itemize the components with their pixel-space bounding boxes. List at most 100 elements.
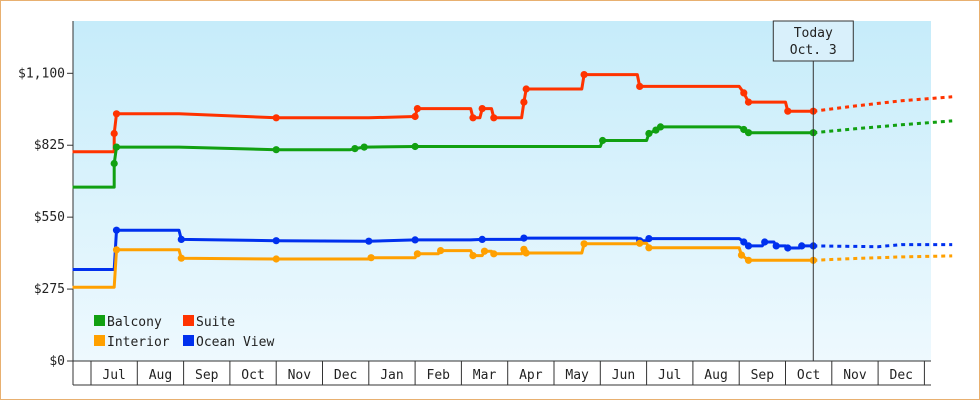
data-point: [744, 242, 753, 250]
data-point: [365, 237, 373, 245]
data-point: [636, 239, 644, 247]
series-balcony: [72, 119, 953, 189]
data-point: [490, 250, 498, 258]
today-box: [772, 20, 854, 62]
month-label: Oct: [241, 368, 264, 383]
series-suite: [72, 71, 953, 154]
data-point: [360, 143, 368, 151]
data-point: [520, 234, 528, 242]
data-point: [110, 129, 118, 138]
data-point: [110, 159, 118, 168]
data-point: [351, 145, 359, 153]
month-label: Apr: [519, 368, 543, 383]
data-point: [645, 235, 653, 243]
data-point: [522, 249, 530, 257]
legend-label: Suite: [196, 315, 235, 330]
data-point: [272, 255, 280, 263]
data-point: [636, 82, 644, 90]
data-point: [272, 146, 280, 154]
data-point: [272, 114, 280, 122]
legend-item: Balcony: [94, 315, 162, 330]
data-point: [737, 251, 746, 259]
series-forecast-line: [813, 119, 953, 135]
month-label: Jul: [102, 368, 125, 383]
data-point: [645, 129, 653, 138]
data-point: [599, 136, 607, 145]
y-tick-label: $0: [49, 354, 65, 369]
data-point: [437, 247, 445, 255]
data-point: [740, 89, 748, 97]
data-point: [798, 242, 806, 250]
month-label: Jun: [612, 368, 635, 383]
data-point: [177, 254, 185, 262]
data-point: [580, 240, 588, 248]
month-label: Dec: [334, 368, 357, 383]
month-label: May: [565, 368, 589, 383]
y-tick-label: $275: [34, 282, 65, 297]
legend-item: Interior: [94, 335, 170, 350]
data-point: [112, 246, 121, 254]
month-label: Jul: [658, 368, 681, 383]
data-point: [367, 254, 375, 262]
month-label: Sep: [751, 368, 775, 383]
data-point: [272, 237, 280, 245]
today-label: Today: [794, 26, 833, 41]
data-point: [411, 112, 419, 121]
data-point: [645, 244, 653, 252]
y-tick-label: $550: [34, 210, 65, 225]
legend-item: Ocean View: [183, 335, 274, 350]
series-layer: [72, 71, 953, 289]
data-point: [522, 85, 530, 93]
legend-label: Interior: [107, 335, 170, 350]
month-label: Aug: [149, 368, 172, 383]
month-label: Feb: [427, 368, 451, 383]
data-point: [413, 105, 421, 113]
y-tick-label: $825: [34, 138, 65, 153]
month-label: Aug: [704, 368, 727, 383]
data-point: [744, 98, 753, 106]
today-date: Oct. 3: [790, 43, 837, 58]
data-point: [656, 123, 665, 131]
axes: $0 $275 $550 $825 $1,100 Jul Aug Sep Oct Nov Dec Ja…: [18, 21, 931, 386]
legend-swatch: [183, 335, 194, 346]
data-point: [520, 98, 528, 106]
month-label: Nov: [843, 368, 867, 383]
legend-swatch: [183, 315, 194, 326]
legend-item: Suite: [183, 315, 235, 330]
data-point: [411, 142, 419, 151]
data-point: [761, 238, 769, 246]
month-label: Mar: [473, 368, 497, 383]
data-point: [490, 114, 498, 122]
legend-swatch: [94, 335, 105, 346]
data-point: [469, 114, 477, 122]
data-point: [480, 247, 489, 255]
month-label: Oct: [797, 368, 820, 383]
series-forecast-line: [813, 243, 953, 249]
today-marker: Today Oct. 3: [772, 20, 854, 361]
series-line: [72, 125, 814, 189]
data-point: [411, 236, 419, 244]
data-point: [744, 129, 753, 137]
y-tick-label: $1,100: [18, 66, 65, 81]
data-point: [112, 143, 121, 151]
month-label: Dec: [890, 368, 913, 383]
data-point: [112, 110, 121, 118]
data-point: [478, 235, 486, 243]
data-point: [469, 252, 477, 260]
plot-background: [73, 21, 931, 361]
data-point: [784, 107, 792, 115]
data-point: [784, 244, 792, 252]
data-point: [177, 235, 185, 243]
month-label: Jan: [380, 368, 403, 383]
data-point: [112, 226, 121, 234]
series-interior: [72, 239, 953, 289]
month-label: Nov: [288, 368, 312, 383]
data-point: [478, 105, 486, 113]
series-forecast-line: [813, 254, 953, 262]
data-point: [744, 256, 753, 264]
month-label: Sep: [195, 368, 219, 383]
legend-swatch: [94, 315, 105, 326]
series-forecast-line: [813, 95, 953, 113]
